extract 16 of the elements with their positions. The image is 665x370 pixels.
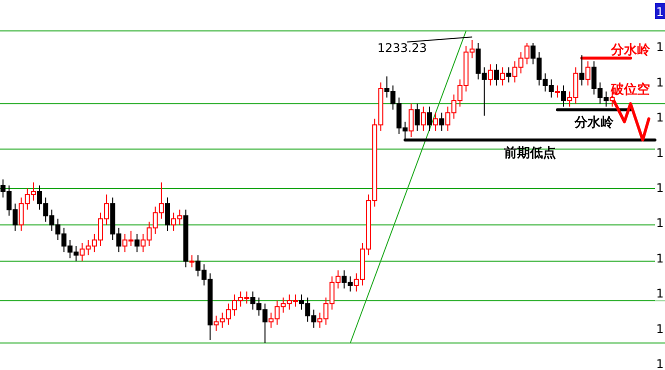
series-label: 前期低点 [503, 144, 556, 161]
annotation: 1 [656, 216, 664, 230]
annotation: 1 [656, 322, 664, 336]
annotation: 1 [656, 146, 664, 160]
series-label: 分水岭 [573, 116, 614, 131]
annotation: 1 [656, 40, 664, 54]
annotation: 1 [656, 75, 664, 90]
annotation: 1 [656, 181, 664, 195]
text: 1 [656, 5, 664, 19]
series-label: 分水岭 [610, 43, 651, 58]
text: 1 [656, 357, 664, 370]
annotation: 1 [656, 286, 664, 301]
annotation: 1 [656, 251, 664, 266]
annotation: 1 [656, 110, 664, 125]
series-label: 破位空 [610, 82, 650, 98]
annotation: 1233.23 [377, 41, 427, 55]
